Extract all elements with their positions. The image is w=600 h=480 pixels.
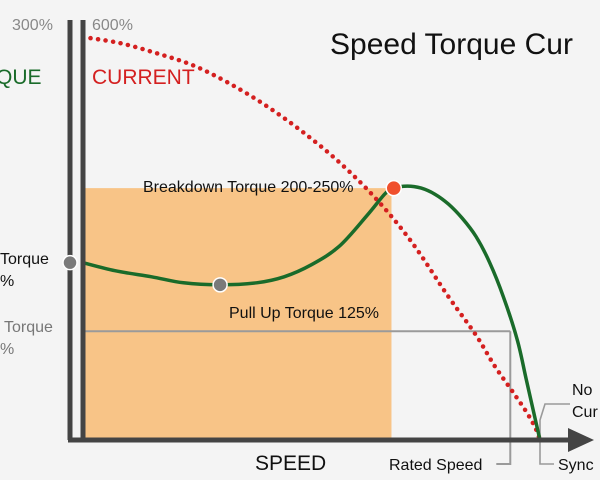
pull-up-torque-point [212,277,228,293]
current-axis-top-tick: 600% [92,17,133,34]
breakdown-torque-point [385,179,403,197]
torque-axis-top-tick: 300% [12,17,53,34]
breakdown-torque-label: Breakdown Torque 200-250% [143,179,354,196]
locked-rotor-torque-label: Torque [0,251,49,268]
operating-region [83,188,392,440]
sync-speed-leader [539,403,570,465]
locked-rotor-torque-percent: % [0,273,14,290]
torque-axis-label: QUE [0,66,42,89]
no-load-current-label-line2: Cur [572,404,598,421]
current-axis-label: CURRENT [92,66,195,89]
current-series-line [80,34,543,443]
rated-torque-label: Torque [4,319,53,336]
speed-axis-arrow [568,428,594,452]
chart-title: Speed Torque Cur [330,28,573,61]
speed-axis-label: SPEED [255,452,326,475]
rated-torque-percent: % [0,341,14,358]
rated-speed-leader [496,331,512,465]
locked-rotor-torque-point [62,254,78,271]
no-load-current-label-line1: No [572,382,593,399]
x-tick-rated-speed: Rated Speed [389,457,482,474]
x-tick-sync: Sync [558,457,594,474]
pull-up-torque-label: Pull Up Torque 125% [229,305,379,322]
